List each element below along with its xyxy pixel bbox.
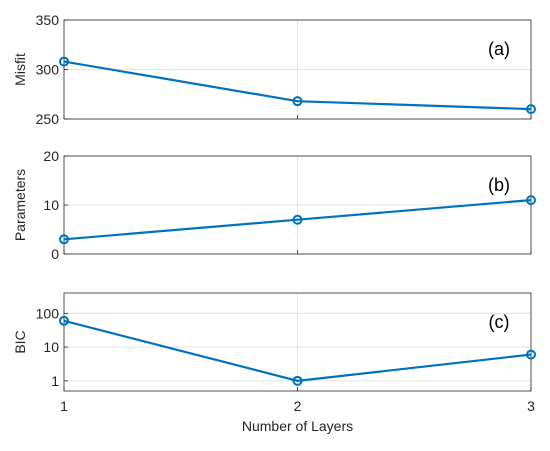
panel-label: (b) xyxy=(488,175,510,195)
series-line xyxy=(63,199,532,241)
data-point xyxy=(59,315,69,326)
series-line xyxy=(63,60,532,111)
data-point xyxy=(526,104,536,115)
panel-a: 250 300 350 Misfit (a) xyxy=(12,12,536,127)
x-tick-label: 3 xyxy=(527,398,535,414)
x-tick-label: 1 xyxy=(60,398,68,414)
data-point xyxy=(292,375,303,386)
data-point xyxy=(526,349,536,360)
y-tick-label: 1 xyxy=(51,373,59,389)
y-tick-label: 20 xyxy=(43,148,59,164)
y-tick-label: 10 xyxy=(43,339,59,355)
panel-c: 1 10 100 BIC (c) 1 2 3 Number of Layers xyxy=(12,292,536,434)
y-tick-label: 10 xyxy=(43,197,59,213)
y-axis-label: Misfit xyxy=(12,53,28,86)
data-point xyxy=(292,96,303,107)
data-point xyxy=(59,234,69,245)
x-tick-label: 2 xyxy=(294,398,302,414)
series-line xyxy=(63,319,532,382)
data-point xyxy=(526,195,536,206)
y-tick-label: 0 xyxy=(51,246,59,262)
data-point xyxy=(59,56,69,67)
y-tick-label: 300 xyxy=(36,62,60,78)
y-axis-label: Parameters xyxy=(12,169,28,241)
data-point xyxy=(292,214,303,225)
y-tick-label: 100 xyxy=(36,305,60,321)
x-axis-label: Number of Layers xyxy=(242,418,353,434)
y-axis-label: BIC xyxy=(12,330,28,353)
panel-label: (a) xyxy=(488,39,510,59)
y-tick-label: 350 xyxy=(36,12,60,28)
panel-b: 0 10 20 Parameters (b) xyxy=(12,148,536,262)
y-tick-label: 250 xyxy=(36,111,60,127)
panel-label: (c) xyxy=(489,312,510,332)
